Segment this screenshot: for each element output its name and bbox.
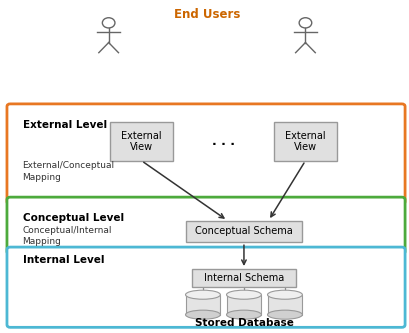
Text: External
View: External View: [121, 131, 162, 152]
Text: External
View: External View: [284, 131, 325, 152]
Ellipse shape: [267, 310, 302, 319]
FancyBboxPatch shape: [7, 104, 404, 204]
FancyBboxPatch shape: [191, 269, 295, 287]
Bar: [267, 295, 302, 315]
Text: Conceptual Level: Conceptual Level: [22, 213, 124, 223]
FancyBboxPatch shape: [273, 123, 336, 161]
Ellipse shape: [267, 290, 302, 299]
Text: External Level: External Level: [22, 120, 106, 130]
Text: Conceptual/Internal
Mapping: Conceptual/Internal Mapping: [22, 226, 112, 246]
FancyBboxPatch shape: [7, 247, 404, 327]
Text: End Users: End Users: [173, 8, 240, 22]
Text: Internal Level: Internal Level: [22, 255, 104, 265]
Ellipse shape: [185, 310, 220, 319]
Text: Conceptual Schema: Conceptual Schema: [195, 226, 292, 236]
FancyBboxPatch shape: [185, 221, 302, 242]
Text: . . .: . . .: [211, 135, 234, 148]
Bar: [226, 295, 261, 315]
Text: External/Conceptual
Mapping: External/Conceptual Mapping: [22, 162, 115, 181]
FancyBboxPatch shape: [109, 123, 173, 161]
Ellipse shape: [185, 290, 220, 299]
Bar: [185, 295, 220, 315]
Ellipse shape: [226, 290, 261, 299]
Text: Stored Database: Stored Database: [194, 318, 293, 328]
FancyBboxPatch shape: [7, 197, 404, 254]
Ellipse shape: [226, 310, 261, 319]
Text: Internal Schema: Internal Schema: [203, 273, 283, 283]
